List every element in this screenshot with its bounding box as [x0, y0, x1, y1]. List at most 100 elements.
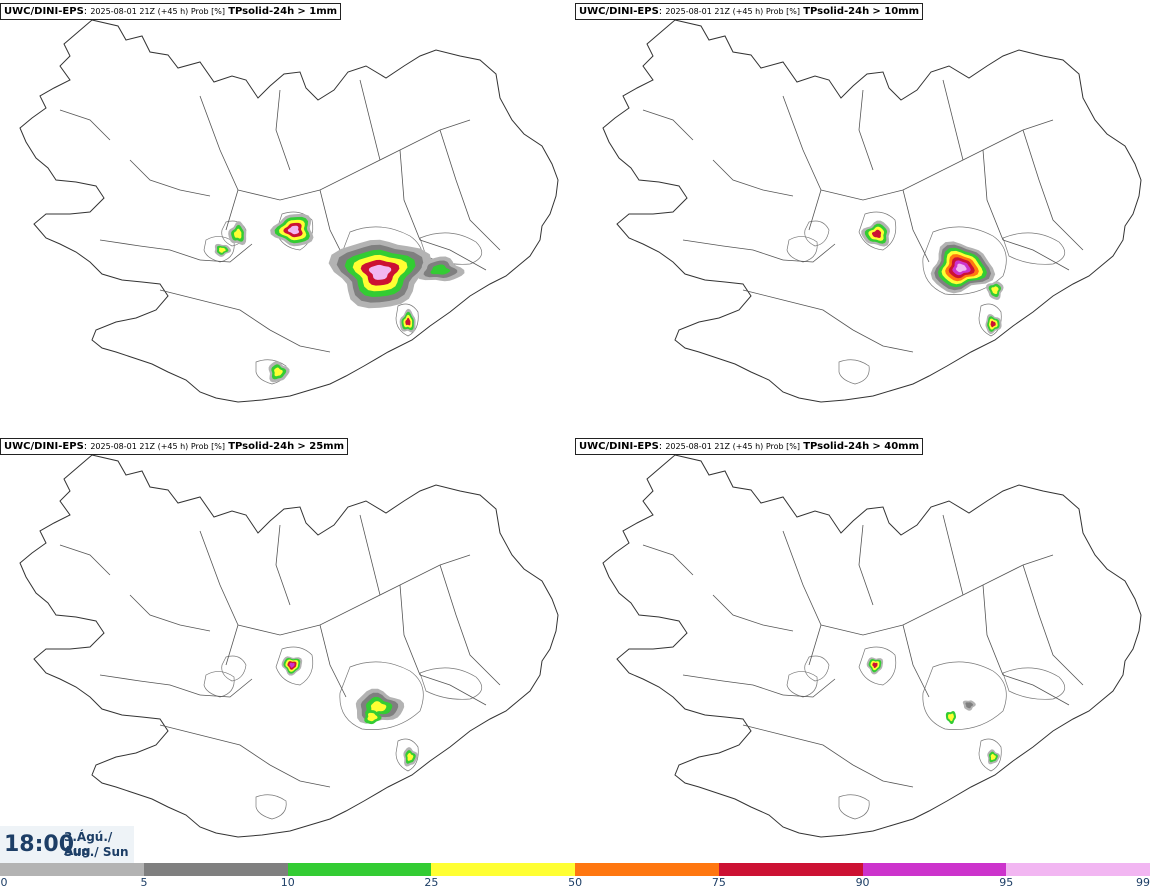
model-name: UWC/DINI-EPS [4, 441, 84, 452]
coastline [602, 19, 1142, 403]
probability-area [948, 713, 954, 722]
glacier-outline [255, 794, 287, 820]
run-info: 2025-08-01 21Z (+45 h) Prob [%] [90, 442, 226, 451]
variable-name: TPsolid-24h [803, 6, 870, 17]
region-border [858, 89, 874, 171]
valid-time-box: 18:00 3.Ágú./ Aug Sun./ Sun [0, 826, 134, 864]
region-border [237, 169, 361, 201]
iceland-map [19, 19, 559, 403]
probability-area [990, 320, 996, 328]
glacier-outline [804, 220, 830, 247]
threshold-label: > 40mm [872, 441, 920, 452]
variable-name: TPsolid-24h [228, 441, 295, 452]
legend-tick-label: 25 [424, 876, 439, 889]
probability-area [219, 247, 226, 253]
glacier-outline [1002, 232, 1066, 265]
glacier-outline [786, 671, 818, 698]
region-border [1002, 239, 1070, 271]
region-border [159, 724, 271, 766]
valid-time: 18:00 [4, 832, 75, 857]
glacier-outline [922, 661, 1007, 730]
variable-name: TPsolid-24h [803, 441, 870, 452]
panel-title: UWC/DINI-EPS: 2025-08-01 21Z (+45 h) Pro… [575, 438, 924, 455]
region-border [399, 149, 421, 241]
glacier-outline [275, 646, 314, 686]
region-border [1022, 564, 1084, 686]
map-panel-1mm: UWC/DINI-EPS: 2025-08-01 21Z (+45 h) Pro… [0, 0, 575, 435]
glacier-outline [221, 655, 247, 682]
glacier-outline [203, 671, 235, 698]
region-border [982, 584, 1004, 676]
glacier-outline [339, 661, 424, 730]
region-border [319, 624, 347, 698]
region-border [642, 109, 694, 141]
probability-area [289, 662, 295, 668]
map-layer [19, 19, 559, 403]
probability-area [991, 286, 999, 295]
region-border [902, 189, 930, 263]
legend-tick-label: 95 [999, 876, 1014, 889]
legend-tick-label: 10 [280, 876, 295, 889]
region-border [1022, 129, 1084, 251]
probability-area [990, 753, 996, 761]
region-border [852, 764, 914, 788]
probability-area [370, 701, 387, 713]
region-border [99, 674, 201, 696]
region-border [782, 530, 822, 666]
region-border [852, 329, 914, 353]
region-border [982, 149, 1004, 241]
map-layer [19, 454, 559, 838]
region-border [269, 329, 331, 353]
model-name: UWC/DINI-EPS [579, 441, 659, 452]
map-panel-10mm: UWC/DINI-EPS: 2025-08-01 21Z (+45 h) Pro… [575, 0, 1150, 435]
threshold-label: > 25mm [297, 441, 345, 452]
probability-area [234, 228, 242, 239]
region-border [199, 243, 253, 263]
color-scale-legend: 0 5 10 25 50 75 90 95 99 [0, 862, 1150, 891]
iceland-map [19, 454, 559, 838]
region-border [399, 584, 421, 676]
legend-tick-label: 90 [855, 876, 870, 889]
region-border [129, 159, 211, 197]
region-border [99, 239, 201, 261]
region-border [237, 604, 361, 636]
region-border [858, 524, 874, 606]
glacier-outline [804, 655, 830, 682]
glacier-outline [395, 303, 419, 337]
region-border [199, 530, 239, 666]
region-border [439, 129, 501, 251]
glacier-outline [838, 794, 870, 820]
panel-title: UWC/DINI-EPS: 2025-08-01 21Z (+45 h) Pro… [0, 3, 342, 20]
region-border [269, 764, 331, 788]
glacier-outline [419, 667, 483, 700]
glacier-outline [1002, 667, 1066, 700]
region-border [782, 243, 836, 263]
probability-area [405, 317, 411, 326]
legend-color-bin [718, 863, 863, 876]
region-border [159, 289, 271, 331]
run-info: 2025-08-01 21Z (+45 h) Prob [%] [665, 7, 801, 16]
region-border [419, 674, 487, 706]
valid-date: 3.Ágú./ Aug [64, 830, 113, 858]
region-border [942, 514, 964, 596]
region-border [199, 95, 239, 231]
region-border [642, 544, 694, 576]
region-border [199, 678, 253, 698]
region-border [275, 89, 291, 171]
legend-color-bin [862, 863, 1007, 876]
region-border [359, 79, 381, 161]
legend-tick-label: 50 [568, 876, 583, 889]
map-panel-40mm: UWC/DINI-EPS: 2025-08-01 21Z (+45 h) Pro… [575, 435, 1150, 870]
glacier-outline [203, 236, 235, 263]
valid-day: Sun./ Sun [64, 845, 129, 859]
coastline [19, 19, 559, 403]
coastline [19, 454, 559, 838]
run-info: 2025-08-01 21Z (+45 h) Prob [%] [665, 442, 801, 451]
region-border [59, 544, 111, 576]
region-border [942, 79, 964, 161]
threshold-label: > 1mm [297, 6, 338, 17]
panel-title: UWC/DINI-EPS: 2025-08-01 21Z (+45 h) Pro… [0, 438, 349, 455]
legend-tick-label: 99 [1136, 876, 1150, 889]
region-border [1002, 674, 1070, 706]
probability-area [965, 702, 973, 709]
